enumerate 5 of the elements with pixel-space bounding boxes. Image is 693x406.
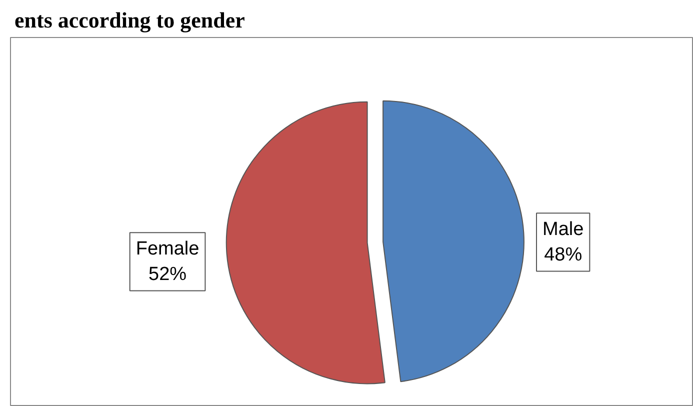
data-label: 48% [544, 244, 582, 266]
slice-label: Male [542, 219, 584, 240]
slice-label: Female [136, 238, 200, 260]
chart-title: ents according to gender [14, 8, 246, 32]
data-label: 52% [148, 264, 187, 285]
